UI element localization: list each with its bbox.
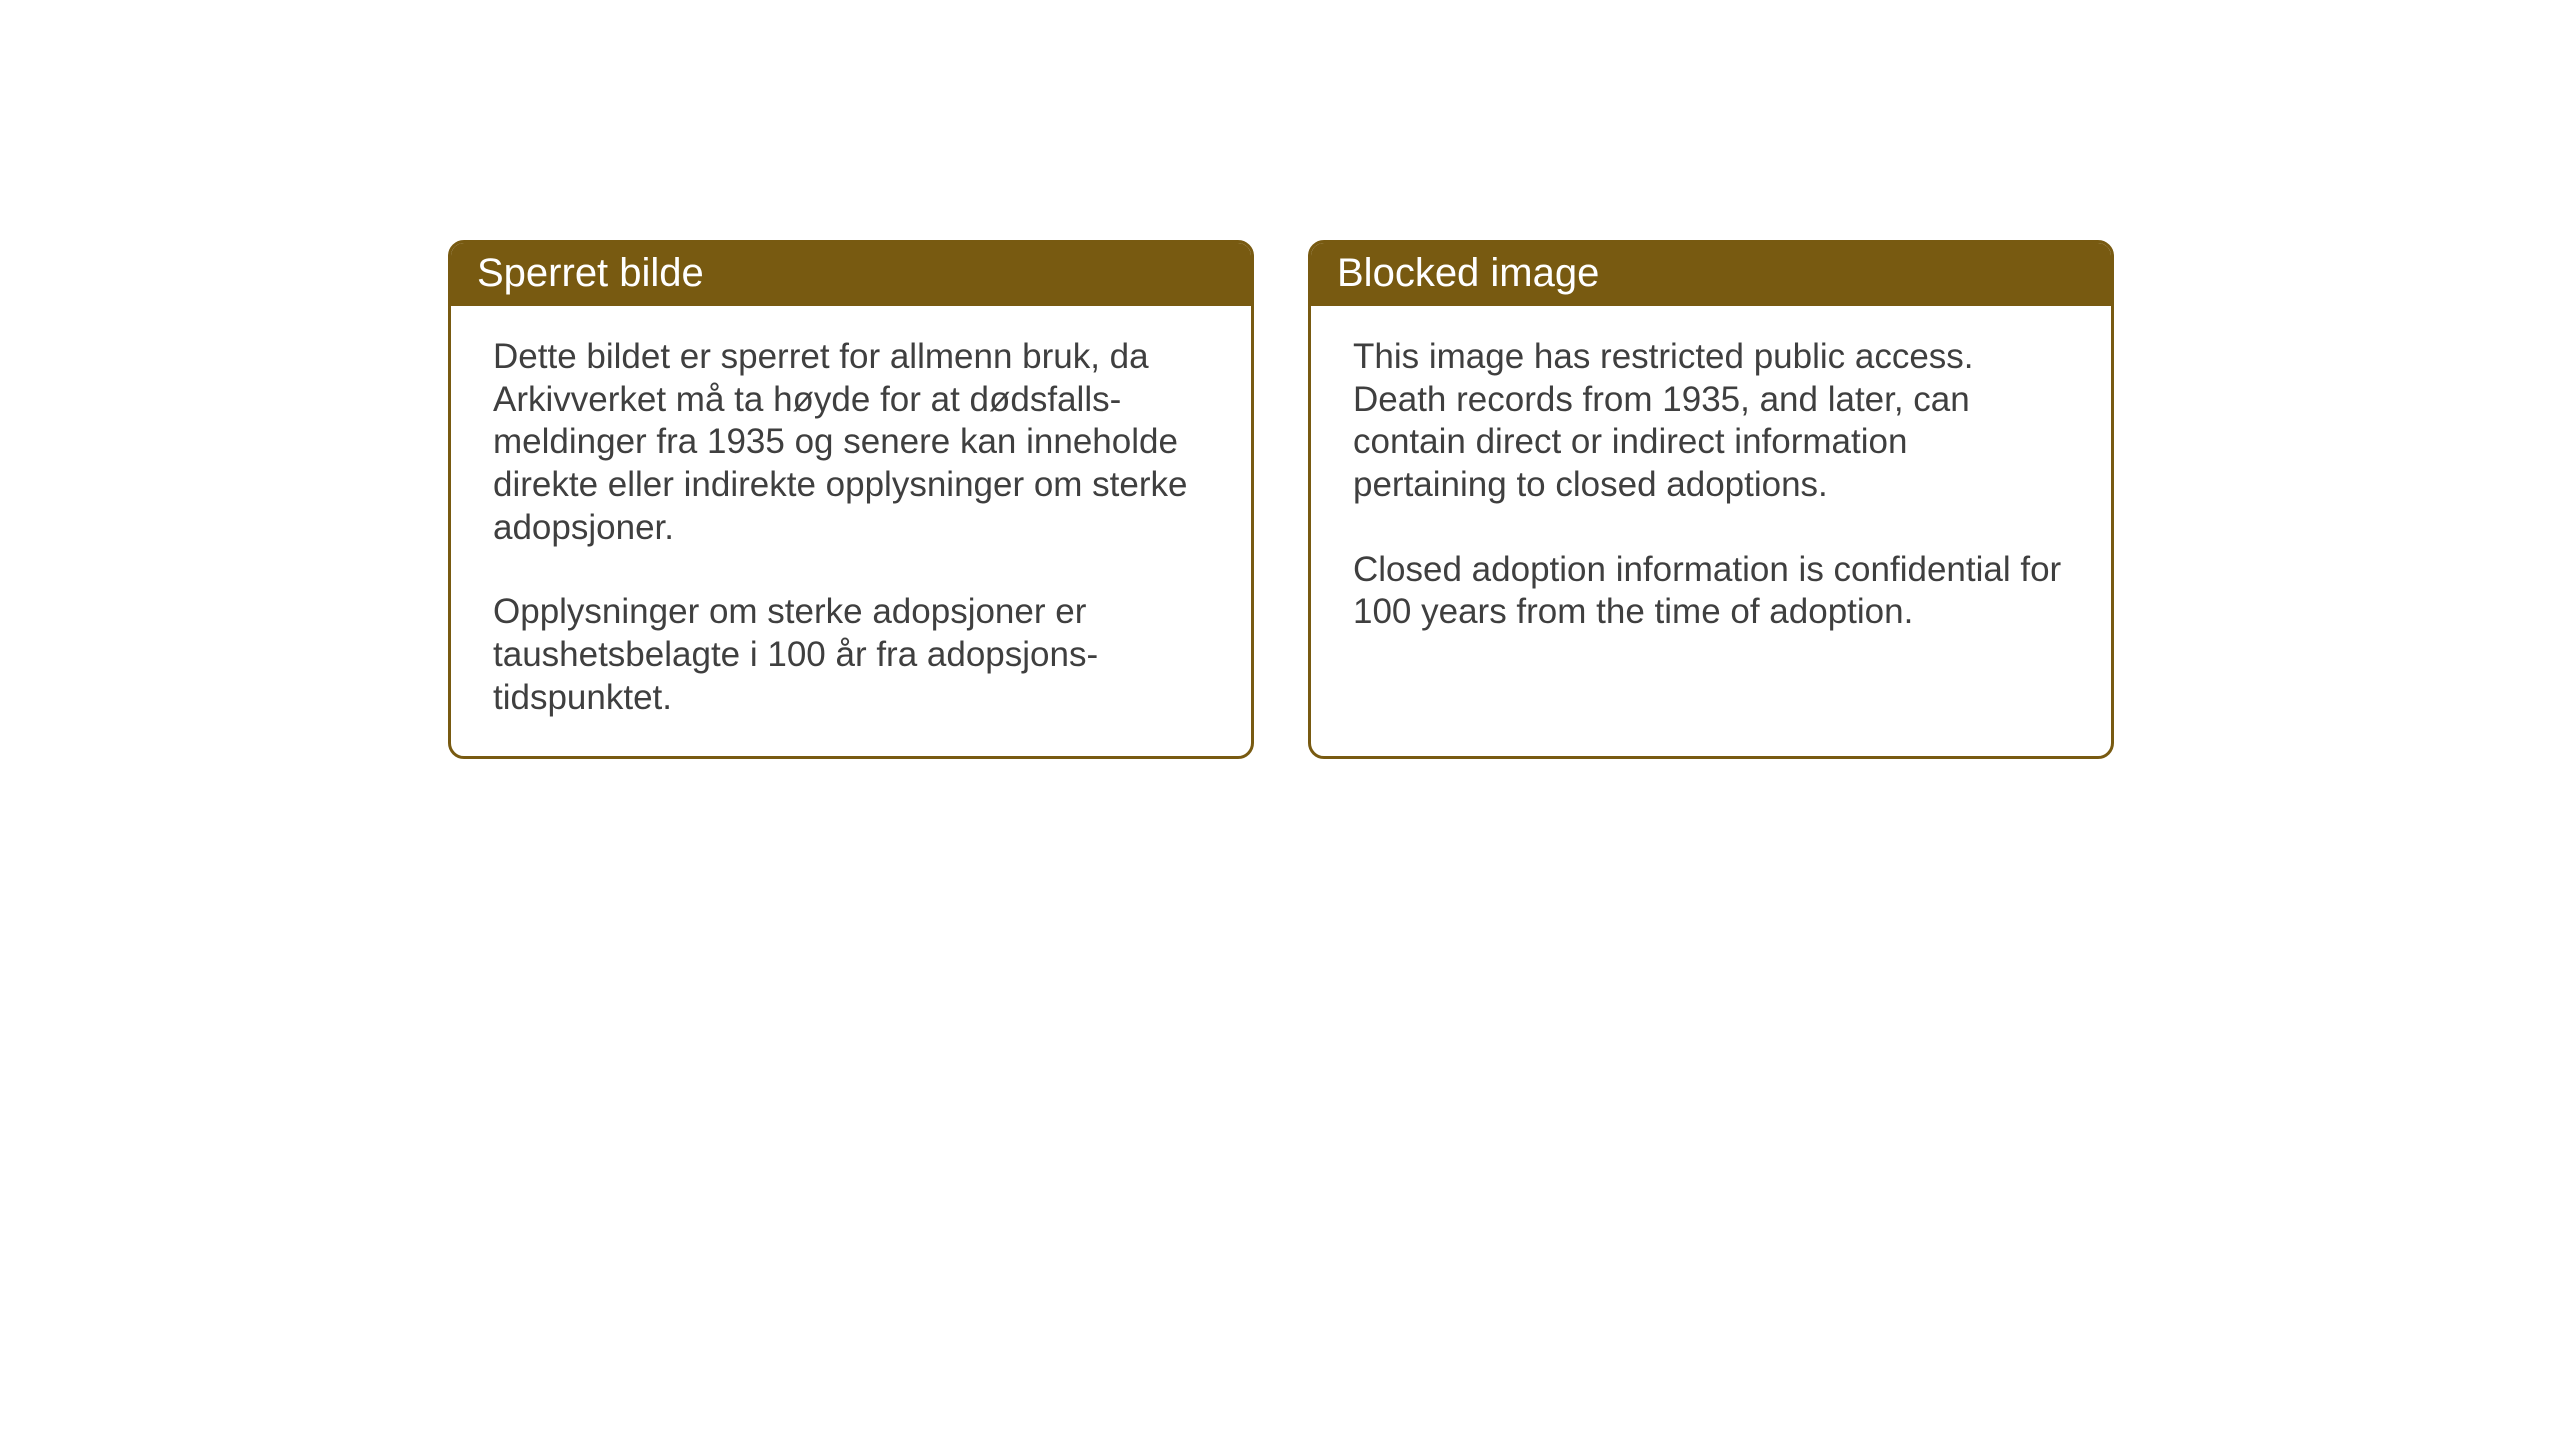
english-paragraph-2: Closed adoption information is confident… <box>1353 549 2069 634</box>
english-card-body: This image has restricted public access.… <box>1311 306 2111 670</box>
english-paragraph-1: This image has restricted public access.… <box>1353 336 2069 507</box>
norwegian-paragraph-1: Dette bildet er sperret for allmenn bruk… <box>493 336 1209 549</box>
norwegian-card-body: Dette bildet er sperret for allmenn bruk… <box>451 306 1251 756</box>
english-notice-card: Blocked image This image has restricted … <box>1308 240 2114 759</box>
notice-cards-container: Sperret bilde Dette bildet er sperret fo… <box>448 240 2114 759</box>
norwegian-paragraph-2: Opplysninger om sterke adopsjoner er tau… <box>493 591 1209 719</box>
norwegian-notice-card: Sperret bilde Dette bildet er sperret fo… <box>448 240 1254 759</box>
english-card-header: Blocked image <box>1311 243 2111 306</box>
norwegian-card-header: Sperret bilde <box>451 243 1251 306</box>
